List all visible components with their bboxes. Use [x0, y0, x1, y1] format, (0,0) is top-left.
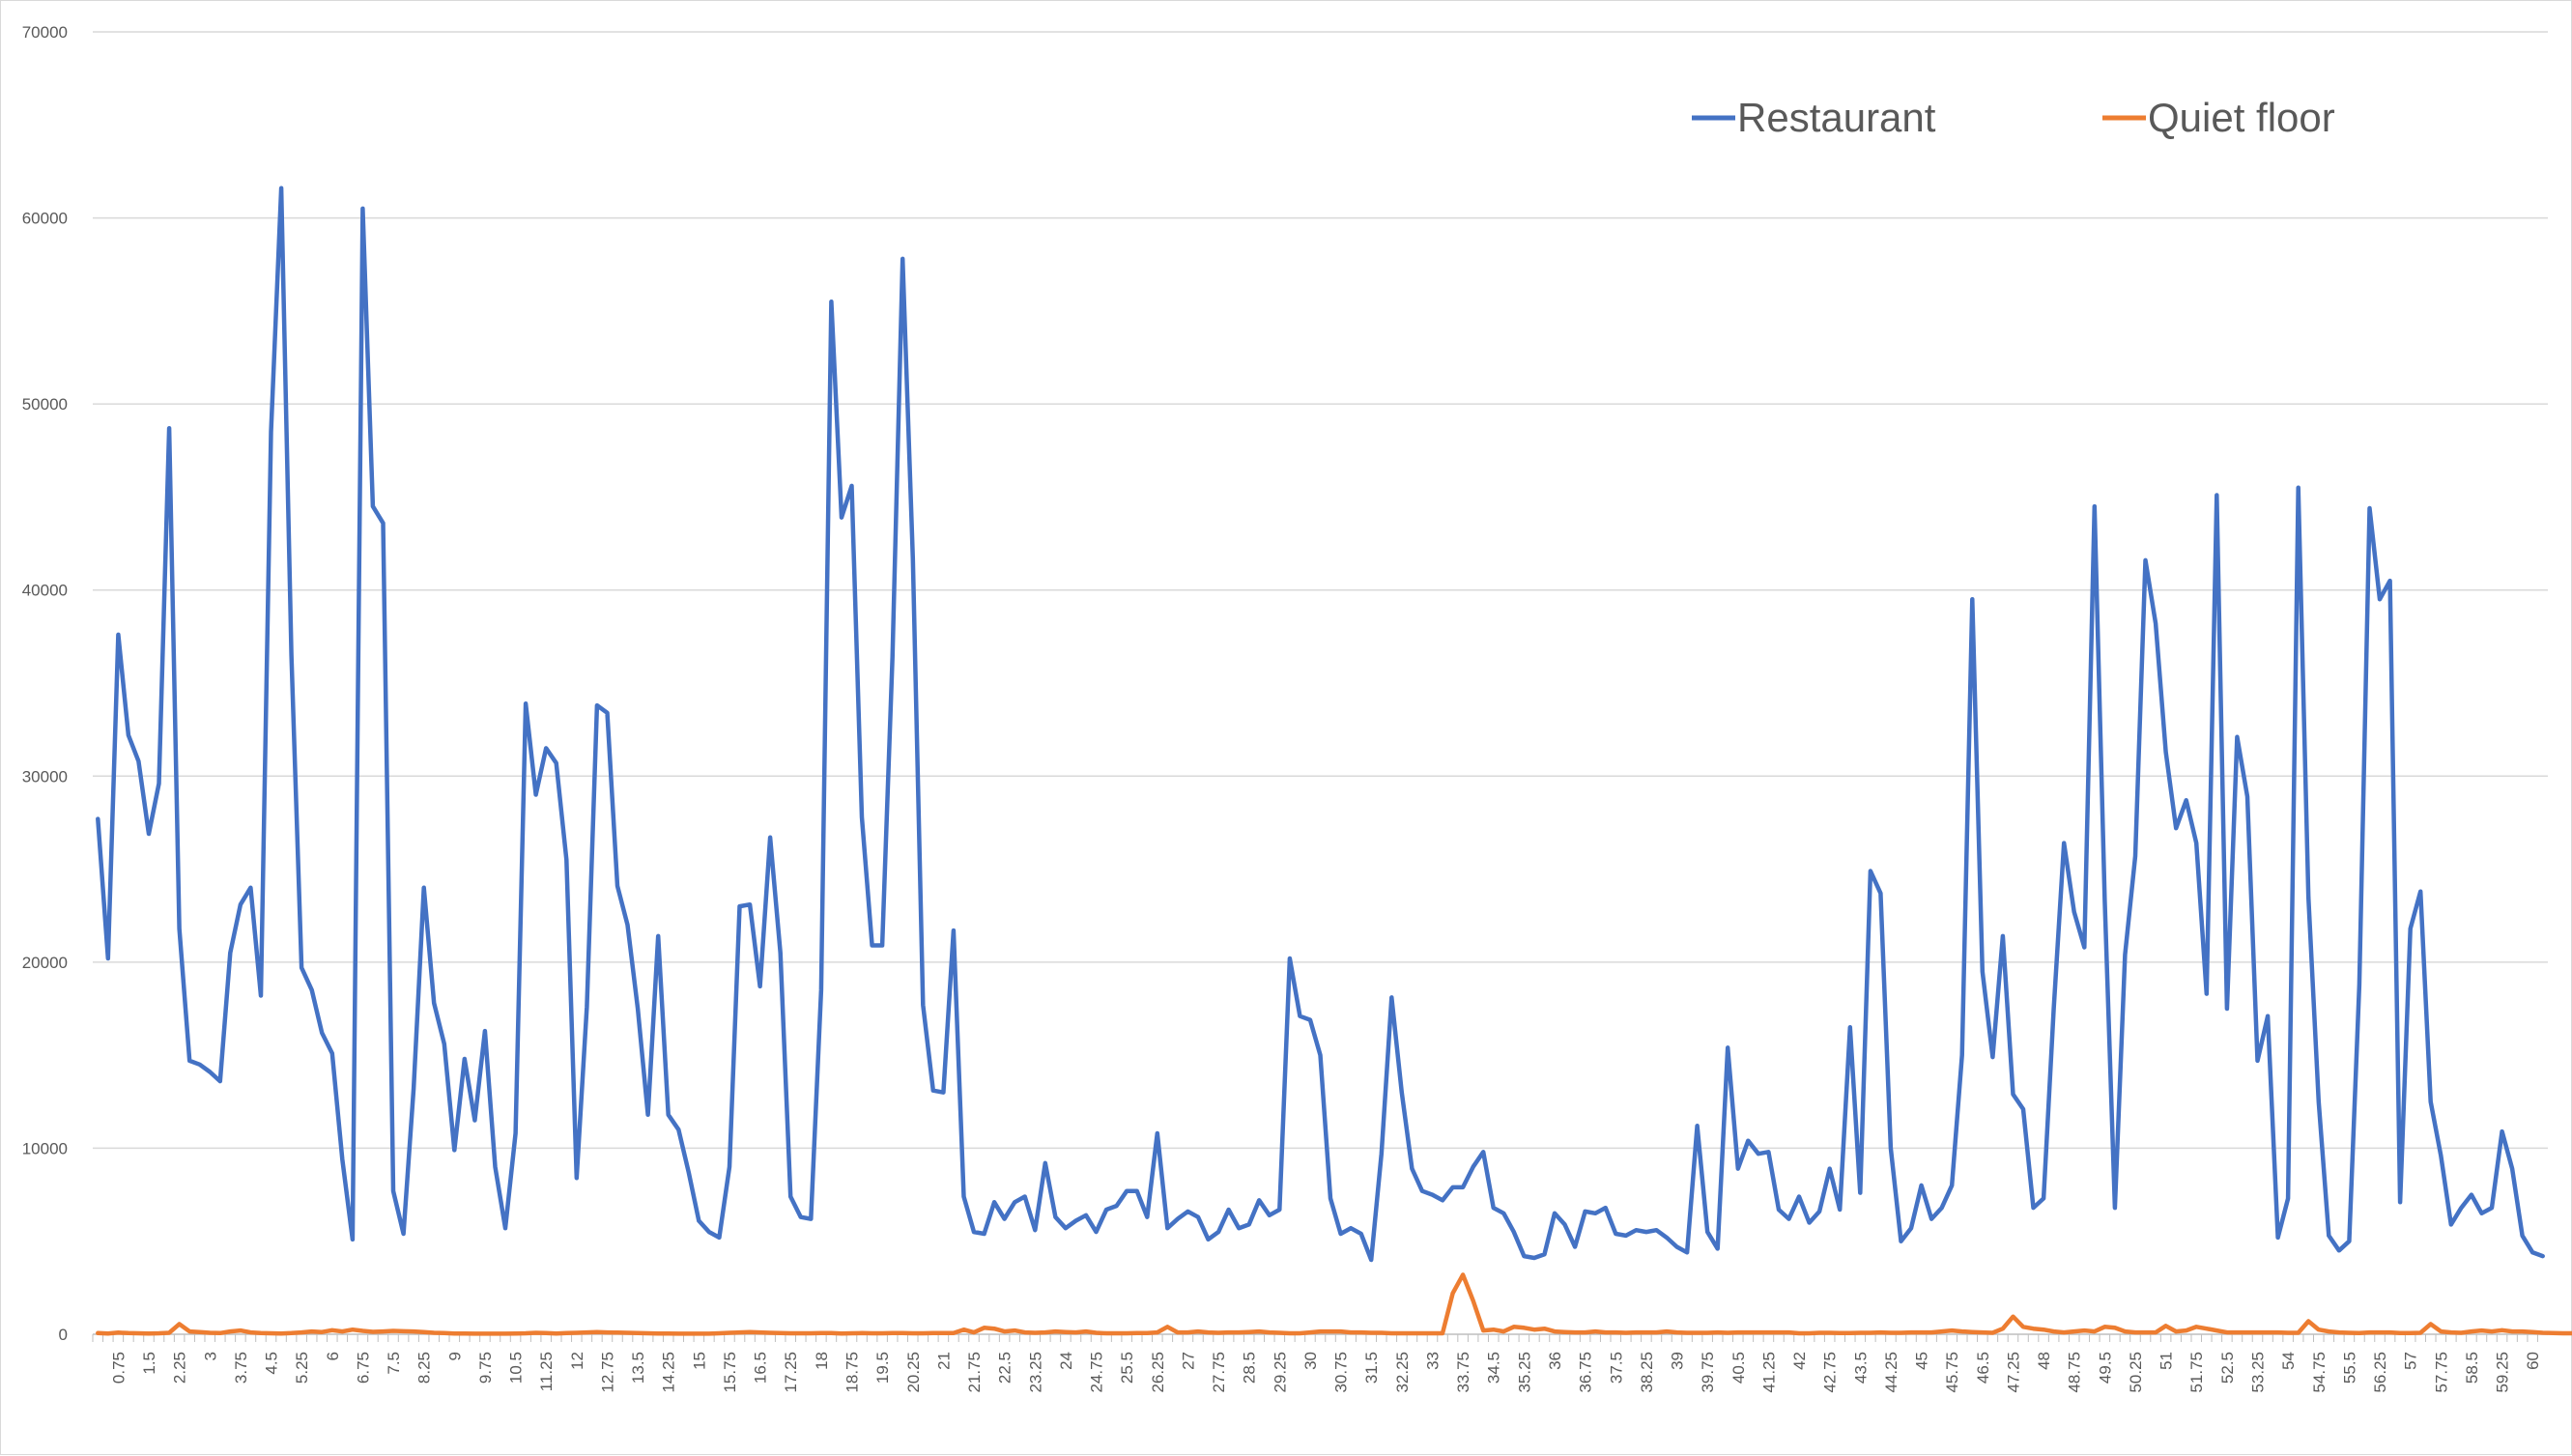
- gridlines: [92, 31, 2548, 1342]
- y-tick-label: 10000: [22, 1139, 68, 1157]
- x-tick-label: 29.25: [1271, 1352, 1289, 1393]
- x-tick-label: 9.75: [476, 1352, 495, 1384]
- x-tick-label: 15.75: [721, 1352, 739, 1393]
- series-line-restaurant: [96, 186, 2545, 1263]
- x-tick-label: 16.5: [752, 1352, 770, 1384]
- x-tick-label: 51: [2158, 1352, 2176, 1370]
- x-tick-label: 42: [1790, 1352, 1809, 1370]
- x-tick-label: 38.25: [1638, 1352, 1656, 1393]
- legend: Restaurant Quiet floor: [1692, 95, 2335, 140]
- x-tick-label: 34.5: [1485, 1352, 1503, 1384]
- x-tick-label: 22.5: [996, 1352, 1015, 1384]
- x-tick-label: 30.75: [1332, 1352, 1351, 1393]
- x-tick-label: 0.75: [109, 1352, 128, 1384]
- x-tick-label: 14.25: [660, 1352, 678, 1393]
- x-tick-label: 52.5: [2218, 1352, 2237, 1384]
- x-tick-label: 12.75: [598, 1352, 616, 1393]
- x-tick-label: 59.25: [2494, 1352, 2512, 1393]
- x-tick-label: 60: [2524, 1352, 2542, 1370]
- series-lines: [96, 186, 2572, 1336]
- x-tick-label: 5.25: [293, 1352, 311, 1384]
- x-tick-label: 23.25: [1026, 1352, 1044, 1393]
- x-tick-label: 33: [1423, 1352, 1442, 1370]
- x-tick-label: 15: [690, 1352, 708, 1370]
- x-tick-label: 54.75: [2310, 1352, 2329, 1393]
- x-tick-label: 41.25: [1759, 1352, 1778, 1393]
- x-tick-label: 25.5: [1118, 1352, 1136, 1384]
- x-tick-label: 11.25: [537, 1352, 556, 1391]
- x-tick-label: 24.75: [1088, 1352, 1106, 1393]
- x-tick-label: 13.5: [629, 1352, 647, 1384]
- x-tick-label: 2.25: [171, 1352, 189, 1384]
- x-tick-label: 33.75: [1454, 1352, 1472, 1393]
- x-tick-label: 50.25: [2127, 1352, 2145, 1393]
- x-tick-label: 53.25: [2249, 1352, 2268, 1393]
- y-tick-label: 40000: [22, 582, 68, 600]
- x-tick-label: 48: [2035, 1352, 2053, 1370]
- x-tick-label: 45.75: [1943, 1352, 1961, 1393]
- y-tick-label: 70000: [22, 23, 68, 42]
- x-tick-label: 31.5: [1362, 1352, 1381, 1384]
- series-line-quiet-floor: [96, 1272, 2572, 1336]
- x-tick-label: 21: [934, 1352, 953, 1370]
- x-tick-label: 18: [813, 1352, 831, 1370]
- x-tick-label: 42.75: [1821, 1352, 1840, 1393]
- x-tick-label: 6.75: [354, 1352, 372, 1384]
- x-tick-label: 10.5: [507, 1352, 526, 1384]
- x-tick-label: 28.5: [1241, 1352, 1259, 1384]
- x-tick-label: 27: [1179, 1352, 1197, 1370]
- x-tick-label: 54: [2279, 1352, 2298, 1370]
- y-tick-label: 60000: [22, 210, 68, 228]
- y-tick-label: 30000: [22, 767, 68, 785]
- y-tick-label: 50000: [22, 395, 68, 414]
- x-tick-label: 20.25: [904, 1352, 923, 1393]
- x-tick-label: 12: [568, 1352, 586, 1370]
- x-tick-label: 36: [1546, 1352, 1564, 1370]
- x-tick-label: 56.25: [2371, 1352, 2389, 1393]
- legend-label-restaurant: Restaurant: [1737, 95, 1936, 140]
- x-tick-label: 3: [201, 1352, 219, 1360]
- x-tick-label: 30: [1301, 1352, 1320, 1370]
- x-tick-label: 43.5: [1851, 1352, 1870, 1384]
- x-tick-label: 39: [1669, 1352, 1687, 1370]
- x-tick-label: 6: [324, 1352, 342, 1360]
- x-tick-label: 40.5: [1729, 1352, 1748, 1384]
- x-tick-label: 49.5: [2096, 1352, 2114, 1384]
- x-tick-label: 1.5: [140, 1352, 158, 1375]
- x-tick-label: 27.75: [1210, 1352, 1228, 1393]
- x-tick-label: 8.25: [415, 1352, 434, 1384]
- y-tick-label: 20000: [22, 954, 68, 972]
- x-tick-label: 17.25: [782, 1352, 800, 1393]
- x-tick-label: 19.5: [873, 1352, 892, 1384]
- x-tick-label: 36.75: [1577, 1352, 1595, 1393]
- x-tick-label: 7.5: [385, 1352, 403, 1375]
- x-tick-label: 58.5: [2463, 1352, 2481, 1384]
- x-tick-label: 26.25: [1149, 1352, 1167, 1393]
- x-tick-label: 24: [1057, 1352, 1075, 1370]
- y-tick-label: 0: [59, 1326, 68, 1344]
- x-tick-label: 51.75: [2187, 1352, 2206, 1393]
- legend-label-quiet-floor: Quiet floor: [2148, 95, 2335, 140]
- x-tick-label: 4.5: [263, 1352, 281, 1375]
- x-tick-label: 37.5: [1607, 1352, 1625, 1384]
- x-tick-label: 32.25: [1393, 1352, 1412, 1393]
- x-tick-label: 9: [445, 1352, 464, 1360]
- x-axis-tick-labels: 0.75 1.5 2.25 3 3.75 4.5 5.25 6 6.75 7.5 8.25 9 9.75…: [109, 1352, 2542, 1393]
- x-tick-label: 39.75: [1699, 1352, 1717, 1393]
- x-tick-label: 21.75: [965, 1352, 984, 1393]
- x-tick-label: 48.75: [2066, 1352, 2084, 1393]
- x-tick-label: 35.25: [1515, 1352, 1533, 1393]
- x-tick-label: 57.75: [2432, 1352, 2450, 1393]
- x-tick-label: 18.75: [843, 1352, 861, 1393]
- x-tick-label: 46.5: [1974, 1352, 1992, 1384]
- x-tick-label: 57: [2402, 1352, 2420, 1370]
- x-tick-label: 47.25: [2004, 1352, 2022, 1393]
- x-tick-label: 3.75: [232, 1352, 250, 1384]
- x-tick-label: 55.5: [2340, 1352, 2358, 1384]
- x-tick-label: 44.25: [1882, 1352, 1900, 1393]
- y-axis-tick-labels: 0 10000 20000 30000 40000 50000 60000 70000: [22, 23, 68, 1344]
- x-tick-label: 45: [1913, 1352, 1931, 1370]
